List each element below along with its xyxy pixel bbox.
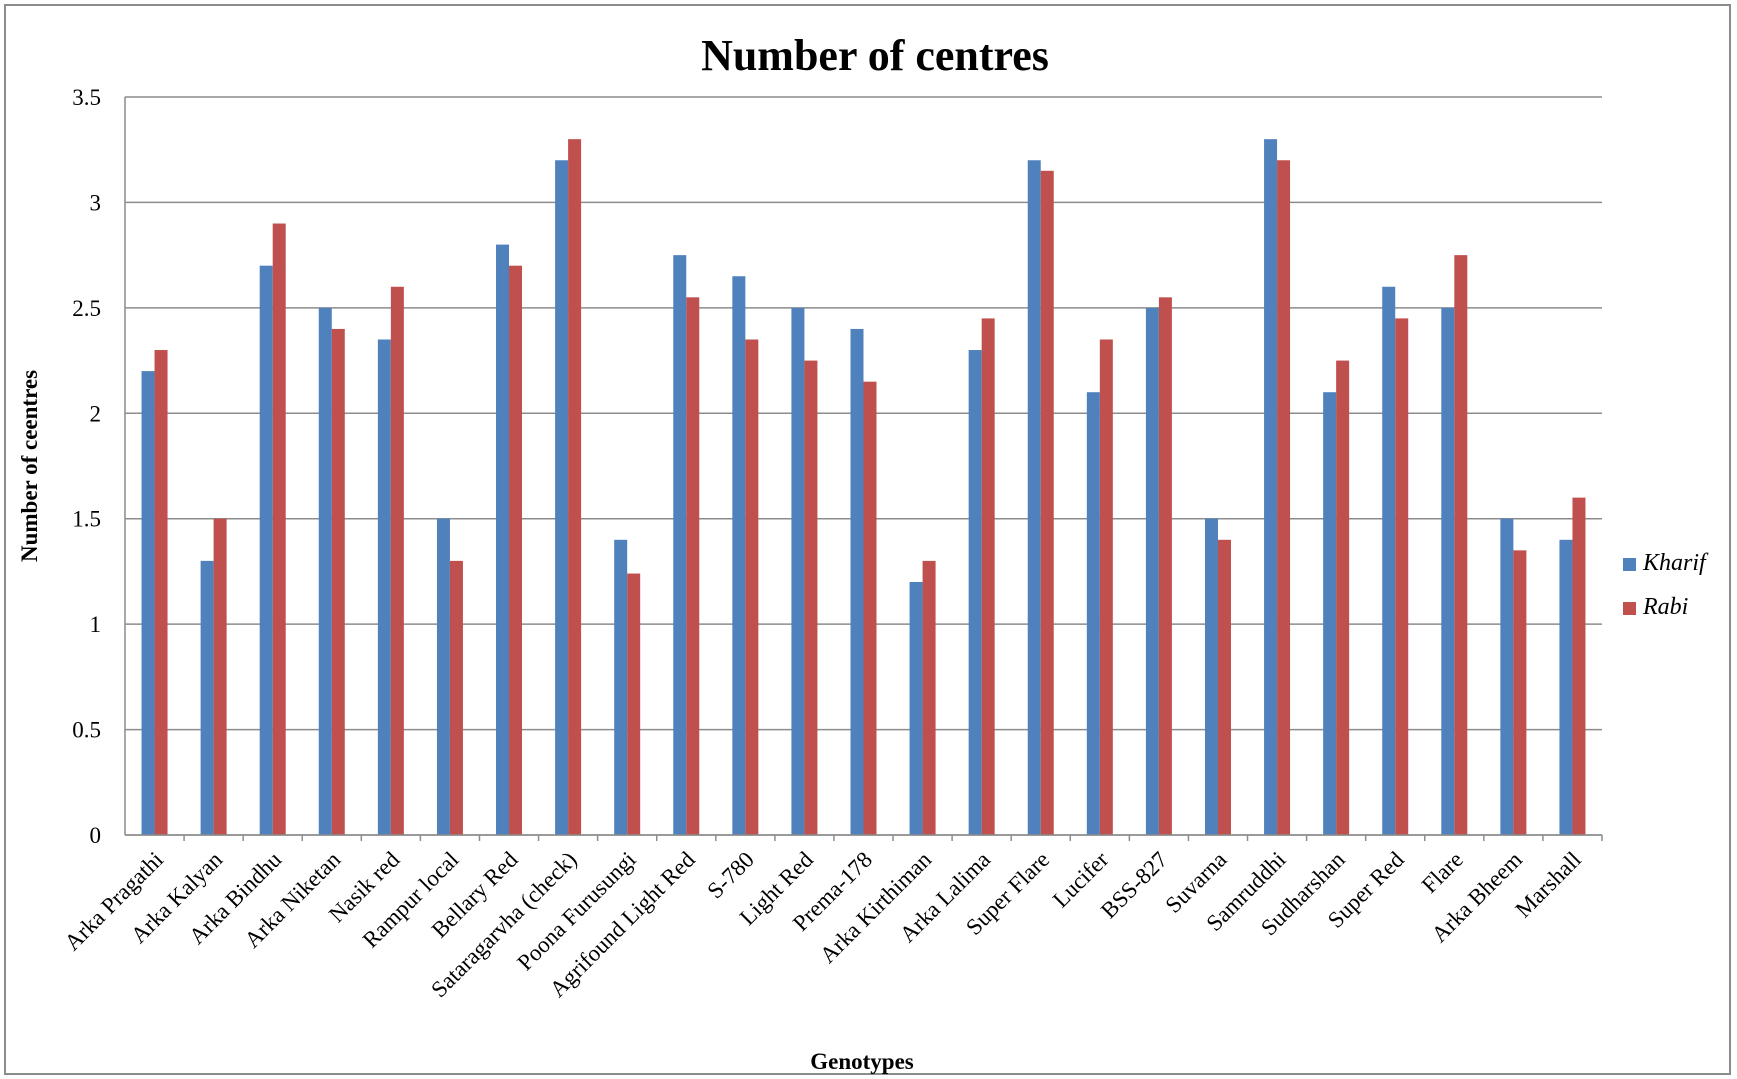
bar-kharif	[555, 160, 569, 835]
bar-rabi	[627, 573, 641, 835]
bar-kharif	[614, 539, 628, 835]
bar-rabi	[213, 518, 227, 835]
bar-rabi	[1158, 297, 1172, 835]
bar-kharif	[791, 307, 805, 835]
bar-rabi	[1454, 255, 1468, 836]
y-tick-label: 1.5	[72, 507, 101, 532]
x-tick-label: BSS-827	[1096, 847, 1172, 923]
bar-rabi	[509, 265, 523, 836]
bar-rabi	[331, 328, 345, 835]
bar-rabi	[1040, 170, 1054, 836]
legend-label-kharif: Kharif	[1642, 550, 1709, 576]
legend-swatch-kharif	[1623, 558, 1636, 571]
y-tick-label: 2.5	[72, 296, 101, 321]
bar-kharif	[909, 581, 923, 835]
bar-kharif	[1559, 539, 1573, 835]
bar-rabi	[568, 139, 582, 835]
bar-kharif	[436, 518, 450, 835]
bar-kharif	[259, 265, 273, 836]
legend: Kharif Rabi	[1623, 550, 1709, 620]
chart-title: Number of centres	[701, 31, 1049, 80]
bar-rabi	[154, 350, 168, 835]
legend-label-rabi: Rabi	[1642, 594, 1688, 620]
legend-swatch-rabi	[1623, 602, 1636, 615]
bar-kharif	[850, 328, 864, 835]
y-tick-label: 0	[90, 823, 102, 848]
bar-kharif	[1500, 518, 1514, 835]
bar-kharif	[1086, 392, 1100, 835]
bar-kharif	[1204, 518, 1218, 835]
x-tick-label: Flare	[1417, 847, 1468, 898]
bar-kharif	[200, 560, 214, 835]
bar-kharif	[1382, 286, 1396, 835]
x-axis-label: Genotypes	[810, 1049, 914, 1074]
bar-rabi	[863, 381, 877, 835]
bar-rabi	[390, 286, 404, 835]
bar-rabi	[922, 560, 936, 835]
bar-kharif	[1264, 139, 1278, 835]
bar-rabi	[686, 297, 700, 835]
bar-kharif	[732, 276, 746, 835]
bar-rabi	[1336, 360, 1350, 835]
x-tick-label: Marshall	[1511, 847, 1586, 922]
chart-frame: Number of centres 0 0.5 1 1.5 2 2.5 3 3.5 Arka …	[4, 4, 1731, 1075]
bar-kharif	[1027, 160, 1041, 835]
y-tick-label: 0.5	[72, 718, 101, 743]
bar-rabi	[804, 360, 818, 835]
bar-rabi	[1217, 539, 1231, 835]
bar-rabi	[449, 560, 463, 835]
bar-kharif	[968, 350, 982, 835]
bar-rabi	[272, 223, 286, 835]
bar-kharif	[141, 371, 155, 835]
y-tick-label: 3	[90, 190, 102, 215]
bar-kharif	[318, 307, 332, 835]
bar-rabi	[1395, 318, 1409, 835]
bar-rabi	[1572, 497, 1586, 835]
axes	[124, 97, 1603, 841]
y-tick-label: 3.5	[72, 85, 101, 110]
y-tick-labels: 0 0.5 1 1.5 2 2.5 3 3.5	[72, 85, 101, 848]
bar-kharif	[377, 339, 391, 835]
bar-kharif	[496, 244, 510, 836]
bar-rabi	[745, 339, 759, 835]
bar-rabi	[981, 318, 995, 835]
bar-rabi	[1277, 160, 1291, 835]
bars	[141, 139, 1586, 836]
x-tick-label: S-780	[702, 847, 759, 904]
y-tick-label: 2	[90, 401, 102, 426]
bar-kharif	[1323, 392, 1337, 835]
y-tick-label: 1	[90, 612, 102, 637]
bar-kharif	[1145, 307, 1159, 835]
bar-kharif	[673, 255, 687, 836]
bar-chart: Number of centres 0 0.5 1 1.5 2 2.5 3 3.5 Arka …	[17, 31, 1709, 1074]
bar-kharif	[1441, 307, 1455, 835]
y-axis-label: Number of ceentres	[17, 370, 42, 562]
bar-rabi	[1099, 339, 1113, 835]
bar-rabi	[1513, 550, 1527, 835]
